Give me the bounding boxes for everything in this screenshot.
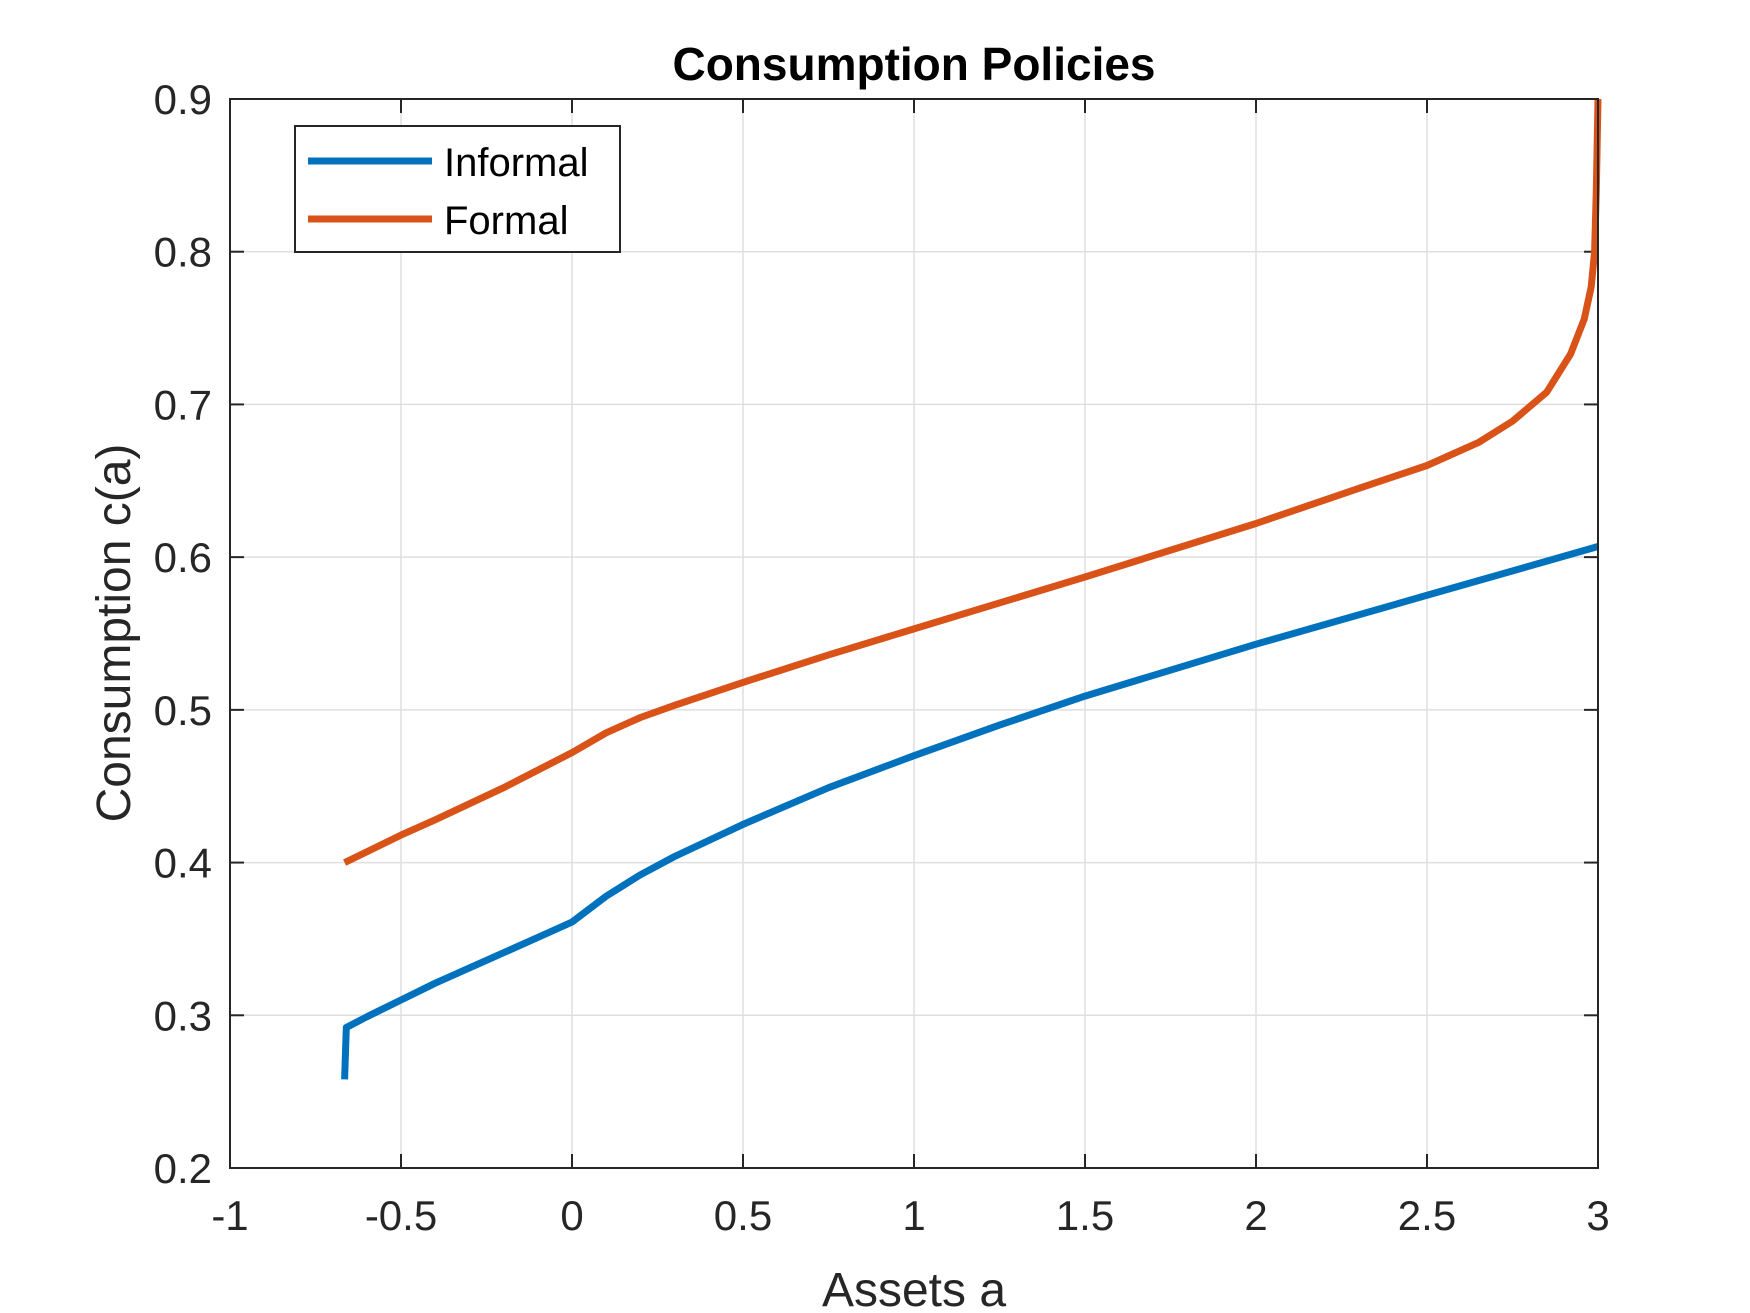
- chart-title: Consumption Policies: [672, 38, 1155, 90]
- y-tick-label: 0.5: [154, 687, 212, 734]
- x-tick-label: 0: [560, 1192, 583, 1239]
- y-tick-label: 0.4: [154, 840, 212, 887]
- legend-label-formal: Formal: [444, 199, 568, 243]
- x-tick-label: -1: [211, 1192, 248, 1239]
- legend-box: [294, 125, 621, 253]
- x-tick-label: 1: [902, 1192, 925, 1239]
- y-tick-label: 0.8: [154, 229, 212, 276]
- x-tick-label: 3: [1586, 1192, 1609, 1239]
- legend: Informal Formal: [294, 125, 621, 253]
- x-tick-label: 1.5: [1056, 1192, 1114, 1239]
- tick-labels: -1 -0.5 0 0.5 1 1.5 2 2.5 3 0.2 0.3 0.4 0.5 0.6 0.7 0.8…: [154, 76, 1610, 1239]
- series-line-informal: [341, 543, 1599, 1080]
- plot-box: [229, 98, 1599, 1169]
- y-tick-label: 0.2: [154, 1145, 212, 1192]
- y-tick-label: 0.9: [154, 76, 212, 123]
- series-line-formal: [343, 98, 1602, 866]
- x-tick-label: -0.5: [365, 1192, 437, 1239]
- x-tick-label: 2: [1244, 1192, 1267, 1239]
- y-tick-label: 0.7: [154, 381, 212, 428]
- y-tick-label: 0.3: [154, 992, 212, 1039]
- x-axis-label: Assets a: [822, 1264, 1006, 1313]
- y-tick-label: 0.6: [154, 534, 212, 581]
- y-axis-label: Consumption c(a): [88, 444, 141, 823]
- legend-label-informal: Informal: [444, 141, 589, 185]
- x-tick-label: 2.5: [1398, 1192, 1456, 1239]
- x-tick-label: 0.5: [714, 1192, 772, 1239]
- series-lines: [341, 98, 1602, 1080]
